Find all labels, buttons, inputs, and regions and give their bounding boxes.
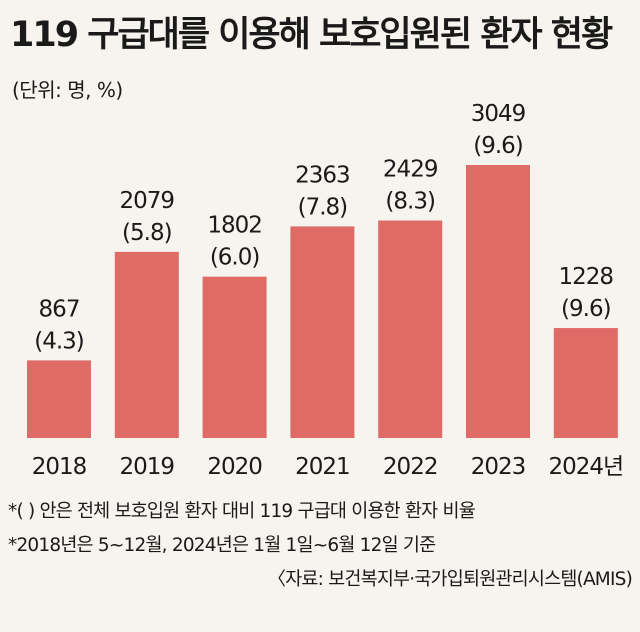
footnotes: *( ) 안은 전체 보호입원 환자 대비 119 구급대 이용한 환자 비율 … (8, 495, 636, 597)
x-tick-2021: 2021 (295, 454, 350, 480)
bar-2020 (202, 276, 267, 438)
percent-label-2021: (7.8) (298, 194, 348, 220)
x-tick-2018: 2018 (32, 454, 87, 480)
unit-label: (단위: 명, %) (12, 78, 123, 102)
bar-2022 (378, 220, 443, 438)
value-label-2020: 1802 (207, 213, 262, 239)
value-label-2023: 3049 (471, 101, 526, 127)
x-tick-2023: 2023 (471, 454, 526, 480)
bar-chart: 867 (4.3) 2018 2079 (5.8) 2019 1802 (6.0) 2020 23… (27, 101, 624, 480)
value-label-2024년: 1228 (559, 264, 614, 290)
chart-title: 119 구급대를 이용해 보호입원된 환자 현황 (10, 15, 613, 55)
x-tick-2019: 2019 (120, 454, 175, 480)
footnote-period: *2018년은 5~12월, 2024년은 1월 1일~6월 12일 기준 (8, 535, 436, 556)
percent-label-2022: (8.3) (385, 189, 435, 215)
source-note: 〈자료: 보건복지부·국가입퇴원관리시스템(AMIS) (267, 569, 633, 590)
percent-label-2018: (4.3) (34, 328, 84, 354)
percent-label-2020: (6.0) (210, 245, 260, 271)
value-label-2018: 867 (39, 296, 80, 322)
bar-2019 (114, 251, 179, 438)
bar-2018 (27, 360, 91, 438)
value-label-2022: 2429 (383, 157, 438, 183)
percent-label-2023: (9.6) (473, 133, 523, 159)
x-tick-2022: 2022 (383, 454, 438, 480)
bar-2024년 (553, 328, 618, 438)
bar-2023 (466, 165, 530, 438)
x-tick-2024년: 2024년 (548, 454, 623, 480)
value-label-2021: 2363 (295, 162, 350, 188)
footnote-ratio: *( ) 안은 전체 보호입원 환자 대비 119 구급대 이용한 환자 비율 (8, 501, 476, 522)
bar-2021 (290, 226, 355, 438)
value-label-2019: 2079 (120, 188, 175, 214)
x-tick-2020: 2020 (207, 454, 262, 480)
percent-label-2019: (5.8) (122, 220, 172, 246)
percent-label-2024년: (9.6) (561, 296, 611, 322)
